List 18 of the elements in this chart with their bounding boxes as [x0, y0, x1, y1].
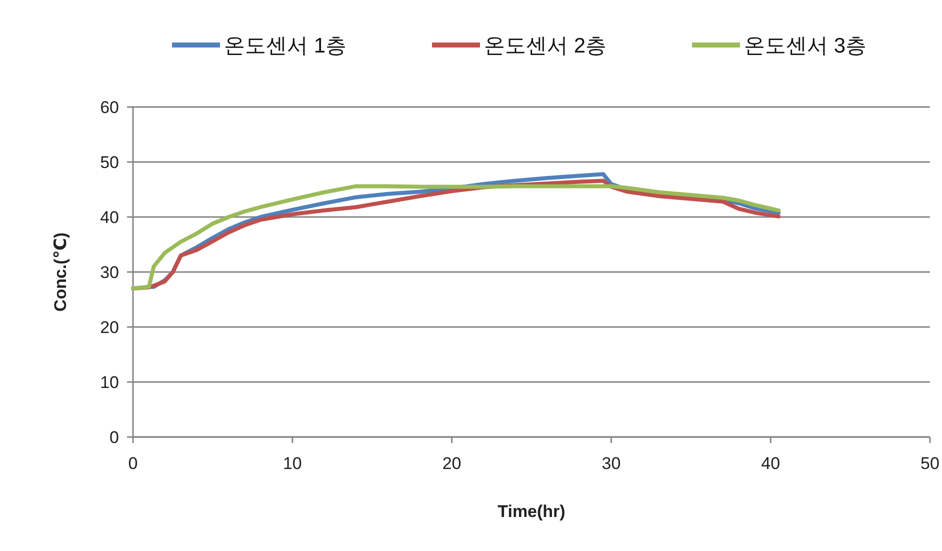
- y-tick-label: 10: [100, 372, 119, 392]
- y-tick-label: 50: [100, 152, 119, 172]
- y-tick-label: 40: [100, 208, 119, 227]
- y-tick-label: 60: [100, 98, 119, 117]
- x-tick-label: 0: [128, 454, 138, 473]
- y-axis-title: Conc.(℃): [51, 232, 70, 312]
- legend-label: 온도센서 2층: [484, 34, 607, 58]
- x-axis-title: Time(hr): [498, 502, 566, 521]
- legend-label: 온도센서 1층: [224, 34, 347, 58]
- x-tick-label: 40: [761, 454, 780, 473]
- x-tick-label: 30: [602, 454, 621, 473]
- x-tick-label: 10: [282, 454, 302, 473]
- y-tick-label: 30: [100, 262, 119, 282]
- x-tick-label: 20: [442, 454, 462, 473]
- y-tick-label: 0: [110, 428, 119, 447]
- y-tick-label: 20: [100, 318, 119, 337]
- x-tick-label: 50: [920, 454, 940, 473]
- legend-label: 온도센서 3층: [744, 34, 867, 58]
